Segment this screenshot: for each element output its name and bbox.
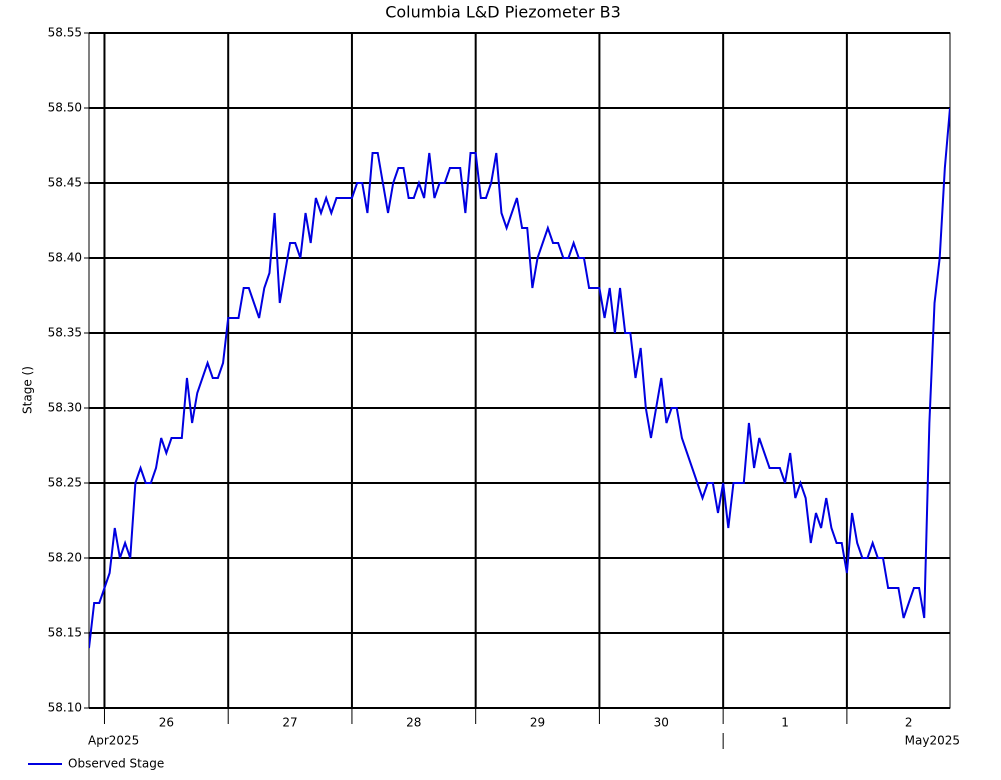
series-line <box>89 107 950 649</box>
x-tick-label: 30 <box>654 716 669 730</box>
x-tick-label: 1 <box>781 716 789 730</box>
y-tick-label: 58.40 <box>48 251 82 265</box>
x-tick-label: 2 <box>905 716 913 730</box>
legend-label: Observed Stage <box>68 757 164 771</box>
y-tick-label: 58.30 <box>48 401 82 415</box>
y-tick-label: 58.20 <box>48 551 82 565</box>
chart-title: Columbia L&D Piezometer B3 <box>385 3 621 22</box>
y-axis-label: Stage () <box>21 366 35 414</box>
y-tick-label: 58.15 <box>48 626 82 640</box>
x-tick-label: 27 <box>282 716 297 730</box>
x-tick-label: 28 <box>406 716 421 730</box>
y-tick-label: 58.55 <box>48 26 82 40</box>
y-tick-label: 58.25 <box>48 476 82 490</box>
plot-frame <box>88 32 951 709</box>
y-tick-label: 58.50 <box>48 101 82 115</box>
y-tick-label: 58.35 <box>48 326 82 340</box>
y-tick-label: 58.45 <box>48 176 82 190</box>
x-tick-label: 29 <box>530 716 545 730</box>
y-tick-label: 58.10 <box>48 701 82 715</box>
month-label: May2025 <box>905 734 960 748</box>
x-tick-label: 26 <box>159 716 174 730</box>
month-label: Apr2025 <box>88 734 139 748</box>
